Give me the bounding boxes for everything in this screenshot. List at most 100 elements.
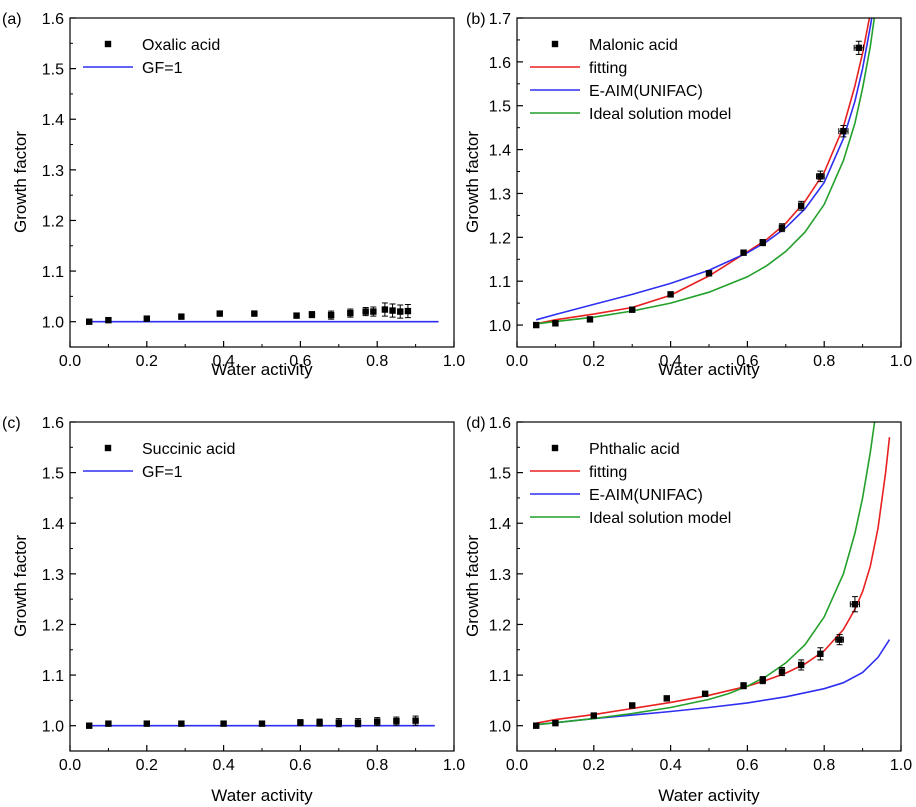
x-tick-label: 0.6 [289, 353, 311, 370]
y-axis-label: Growth factor [463, 535, 482, 637]
y-tick-label: 1.4 [42, 516, 64, 533]
y-axis-label: Growth factor [11, 131, 30, 233]
legend-label: fitting [589, 60, 627, 77]
x-tick-label: 1.0 [890, 353, 912, 370]
data-point [354, 719, 362, 726]
x-tick-label: 0.6 [289, 757, 311, 774]
data-point [759, 239, 766, 246]
series-line-ideal-solution-model [536, 18, 876, 325]
data-point [178, 313, 185, 320]
x-tick-label: 0.8 [366, 757, 388, 774]
x-tick-label: 0.0 [59, 757, 81, 774]
y-tick-label: 1.0 [42, 315, 64, 332]
x-axis-label: Water activity [211, 360, 313, 379]
legend-marker [551, 444, 559, 452]
data-point [335, 719, 342, 726]
y-tick-label: 1.1 [489, 668, 511, 685]
data-point [143, 720, 150, 727]
y-tick-label: 1.1 [489, 274, 511, 291]
data-point [412, 717, 419, 724]
y-tick-label: 1.2 [42, 617, 64, 634]
data-point [817, 173, 824, 180]
data-point [86, 722, 93, 729]
legend-label: Oxalic acid [142, 37, 220, 54]
y-tick-label: 1.0 [489, 719, 511, 736]
data-point [663, 695, 670, 702]
data-point [667, 291, 674, 298]
legend-marker [551, 40, 559, 48]
series-lines [536, 422, 891, 726]
x-tick-label: 0.4 [659, 757, 681, 774]
legend: Succinic acid GF=1 [83, 441, 235, 481]
data-point [216, 310, 223, 317]
x-tick-label: 1.0 [443, 757, 465, 774]
x-tick-label: 0.6 [736, 757, 758, 774]
legend: Malonic acid fitting E-AIM(UNIFAC) Ideal so… [530, 37, 731, 123]
data-point [701, 690, 709, 698]
data-point [851, 601, 859, 608]
legend-label: GF=1 [142, 60, 183, 77]
panel-label: (a) [2, 11, 22, 28]
x-tick-label: 0.0 [506, 757, 528, 774]
series-lines [535, 18, 876, 325]
x-tick-label: 0.4 [212, 353, 234, 370]
x-tick-label: 0.0 [59, 353, 81, 370]
legend-label: Ideal solution model [589, 106, 731, 123]
legend-marker [104, 444, 112, 452]
data-point [308, 311, 316, 318]
data-point [778, 224, 786, 231]
y-tick-label: 1.2 [489, 230, 511, 247]
y-tick-label: 1.6 [489, 55, 511, 72]
data-point [374, 718, 381, 725]
data-point [705, 270, 713, 277]
data-point [740, 682, 747, 689]
y-tick-label: 1.5 [489, 99, 511, 116]
panel-b-malonic-acid: (b) Water activity Growth factor 0.0 0.2 0… [463, 11, 912, 379]
data-point [533, 722, 540, 729]
data-point [370, 308, 377, 315]
data-point [759, 676, 766, 684]
y-tick-label: 1.4 [489, 143, 511, 160]
data-point [590, 712, 597, 719]
x-tick-label: 1.0 [443, 353, 465, 370]
panel-label: (c) [2, 415, 21, 432]
data-point [293, 312, 300, 319]
data-point [362, 308, 369, 315]
y-axis-label: Growth factor [11, 535, 30, 637]
legend-label: Phthalic acid [589, 441, 680, 458]
y-tick-label: 1.5 [42, 62, 64, 79]
data-point [817, 650, 824, 658]
data-point [740, 249, 747, 256]
series-line-fitting [536, 18, 871, 325]
data-point [258, 720, 266, 727]
series-line-ideal-solution-model [536, 422, 876, 726]
plot-area: 0.0 0.2 0.4 0.6 0.8 1.0 1.0 1.1 1.2 1.3 1.4 1.5 1.6 [42, 11, 465, 370]
legend-label: E-AIM(UNIFAC) [589, 83, 703, 100]
data-point [855, 44, 862, 52]
data-point [105, 720, 112, 727]
data-point [105, 316, 112, 324]
x-tick-label: 0.8 [813, 757, 835, 774]
legend: Phthalic acid fitting E-AIM(UNIFAC) Ideal s… [530, 441, 731, 527]
x-tick-label: 0.6 [736, 353, 758, 370]
legend-label: Ideal solution model [589, 510, 731, 527]
data-point [797, 661, 805, 669]
series-line-e-aim-unifac- [535, 18, 873, 321]
data-point [778, 668, 786, 675]
plot-area: 0.0 0.2 0.4 0.6 0.8 1.0 1.0 1.1 1.2 1.3 1.4 1.5 1.6 [489, 415, 912, 774]
y-tick-label: 1.3 [489, 186, 511, 203]
x-axis-label: Water activity [211, 786, 313, 805]
x-tick-label: 0.2 [136, 757, 158, 774]
legend-label: GF=1 [142, 464, 183, 481]
data-point [552, 320, 559, 327]
data-point [327, 311, 335, 319]
data-point [840, 127, 847, 135]
data-point [220, 720, 227, 727]
legend-label: fitting [589, 464, 627, 481]
y-tick-label: 1.4 [489, 516, 511, 533]
data-point [629, 702, 636, 709]
data-point [389, 307, 396, 314]
data-point [397, 308, 404, 315]
y-tick-label: 1.2 [42, 213, 64, 230]
y-tick-label: 1.2 [489, 617, 511, 634]
